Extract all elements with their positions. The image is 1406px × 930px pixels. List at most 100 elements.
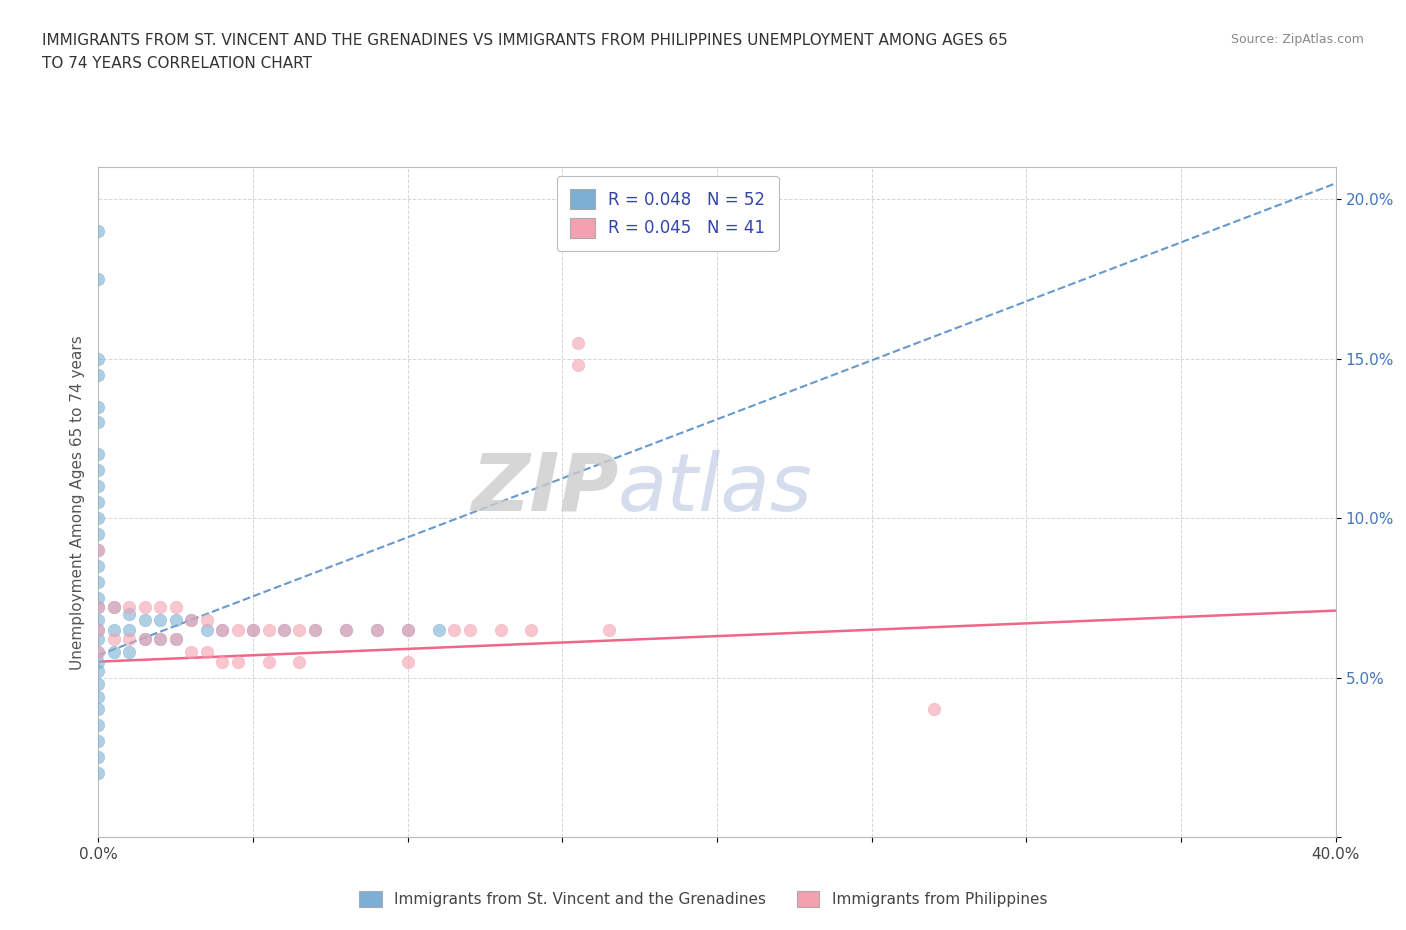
Point	[180, 613, 202, 628]
Point	[118, 644, 141, 659]
Point	[87, 399, 110, 414]
Point	[87, 559, 110, 574]
Point	[87, 600, 110, 615]
Point	[87, 352, 110, 366]
Point	[520, 622, 543, 637]
Point	[273, 622, 295, 637]
Point	[366, 622, 388, 637]
Point	[134, 631, 156, 646]
Point	[211, 622, 233, 637]
Point	[489, 622, 512, 637]
Point	[211, 654, 233, 669]
Point	[87, 591, 110, 605]
Point	[335, 622, 357, 637]
Point	[226, 654, 249, 669]
Text: IMMIGRANTS FROM ST. VINCENT AND THE GRENADINES VS IMMIGRANTS FROM PHILIPPINES UN: IMMIGRANTS FROM ST. VINCENT AND THE GREN…	[42, 33, 1008, 47]
Point	[304, 622, 326, 637]
Point	[134, 631, 156, 646]
Point	[118, 600, 141, 615]
Point	[195, 644, 218, 659]
Point	[211, 622, 233, 637]
Point	[134, 600, 156, 615]
Point	[396, 654, 419, 669]
Legend: R = 0.048   N = 52, R = 0.045   N = 41: R = 0.048 N = 52, R = 0.045 N = 41	[557, 176, 779, 251]
Point	[443, 622, 465, 637]
Point	[180, 613, 202, 628]
Point	[87, 447, 110, 462]
Point	[87, 613, 110, 628]
Point	[118, 631, 141, 646]
Point	[87, 765, 110, 780]
Point	[134, 613, 156, 628]
Point	[87, 415, 110, 430]
Point	[87, 631, 110, 646]
Point	[396, 622, 419, 637]
Point	[288, 654, 311, 669]
Point	[458, 622, 481, 637]
Point	[288, 622, 311, 637]
Point	[87, 644, 110, 659]
Point	[103, 622, 125, 637]
Point	[87, 575, 110, 590]
Text: atlas: atlas	[619, 450, 813, 528]
Point	[87, 542, 110, 557]
Point	[366, 622, 388, 637]
Point	[304, 622, 326, 637]
Legend: Immigrants from St. Vincent and the Grenadines, Immigrants from Philippines: Immigrants from St. Vincent and the Gren…	[353, 884, 1053, 913]
Point	[567, 358, 589, 373]
Point	[118, 606, 141, 621]
Point	[87, 676, 110, 691]
Point	[165, 631, 187, 646]
Point	[165, 631, 187, 646]
Point	[195, 613, 218, 628]
Point	[87, 463, 110, 478]
Point	[396, 622, 419, 637]
Point	[257, 622, 280, 637]
Point	[257, 654, 280, 669]
Text: ZIP: ZIP	[471, 450, 619, 528]
Point	[103, 644, 125, 659]
Point	[87, 689, 110, 704]
Point	[87, 367, 110, 382]
Point	[242, 622, 264, 637]
Point	[87, 664, 110, 679]
Text: Source: ZipAtlas.com: Source: ZipAtlas.com	[1230, 33, 1364, 46]
Point	[87, 600, 110, 615]
Y-axis label: Unemployment Among Ages 65 to 74 years: Unemployment Among Ages 65 to 74 years	[69, 335, 84, 670]
Point	[87, 272, 110, 286]
Point	[87, 750, 110, 764]
Point	[226, 622, 249, 637]
Point	[103, 600, 125, 615]
Point	[242, 622, 264, 637]
Point	[87, 734, 110, 749]
Point	[118, 622, 141, 637]
Point	[335, 622, 357, 637]
Point	[87, 644, 110, 659]
Point	[149, 600, 172, 615]
Point	[567, 336, 589, 351]
Point	[87, 542, 110, 557]
Point	[87, 654, 110, 669]
Point	[103, 631, 125, 646]
Point	[195, 622, 218, 637]
Point	[180, 644, 202, 659]
Point	[87, 622, 110, 637]
Point	[87, 718, 110, 733]
Point	[149, 631, 172, 646]
Point	[165, 613, 187, 628]
Point	[87, 224, 110, 239]
Point	[87, 622, 110, 637]
Point	[87, 526, 110, 541]
Point	[922, 702, 945, 717]
Point	[598, 622, 620, 637]
Point	[427, 622, 450, 637]
Point	[87, 702, 110, 717]
Point	[103, 600, 125, 615]
Point	[149, 613, 172, 628]
Point	[87, 495, 110, 510]
Point	[87, 511, 110, 525]
Point	[149, 631, 172, 646]
Point	[87, 479, 110, 494]
Text: TO 74 YEARS CORRELATION CHART: TO 74 YEARS CORRELATION CHART	[42, 56, 312, 71]
Point	[273, 622, 295, 637]
